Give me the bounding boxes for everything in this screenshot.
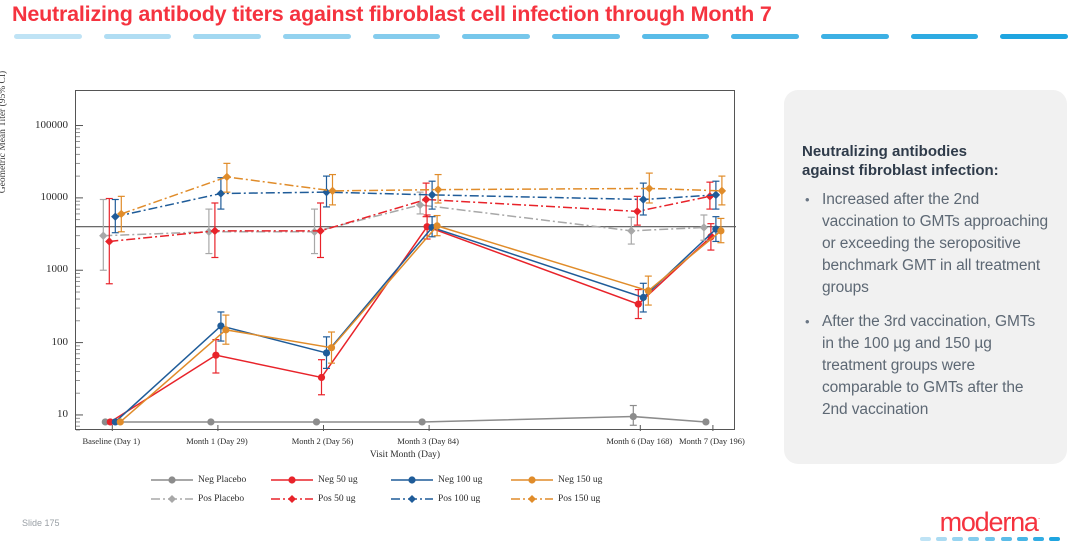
panel-heading-line-1: Neutralizing antibodies <box>802 143 968 160</box>
legend-item-pos-150-ug[interactable]: Pos 150 ug <box>510 493 630 505</box>
panel-bullet-list: • Increased after the 2nd vaccination to … <box>802 189 1049 421</box>
series-pos-150-ug <box>117 162 727 233</box>
bullet-marker: • <box>805 314 810 329</box>
legend-swatch <box>150 474 194 486</box>
page-title: Neutralizing antibody titers against fib… <box>12 2 772 26</box>
title-dash <box>910 34 979 39</box>
panel-bullet: • Increased after the 2nd vaccination to … <box>802 189 1049 299</box>
panel-bullet-text: After the 3rd vaccination, GMTs in the 1… <box>822 313 1036 418</box>
legend-item-neg-50-ug[interactable]: Neg 50 ug <box>270 474 390 486</box>
title-dash <box>193 34 261 39</box>
title-dash <box>641 34 710 39</box>
plot-frame <box>75 90 736 431</box>
legend-swatch <box>510 493 554 505</box>
slide-number: Slide 175 <box>22 518 60 528</box>
y-tick-label: 1000 <box>46 263 68 276</box>
series-pos-placebo <box>99 191 709 271</box>
legend-swatch <box>270 474 314 486</box>
series-pos-50-ug <box>105 181 715 285</box>
chart-container: Geometric Mean Titer (95% CI) 100000 1000… <box>0 71 775 522</box>
x-tick-label: Month 7 (Day 196) <box>678 436 745 446</box>
series-pos-100-ug <box>111 175 721 234</box>
legend-label: Neg Placebo <box>198 474 247 485</box>
legend-swatch <box>510 474 554 486</box>
logo-dash <box>968 537 980 541</box>
legend-item-pos-100-ug[interactable]: Pos 100 ug <box>390 493 510 505</box>
summary-panel: Neutralizing antibodies against fibrobla… <box>784 90 1067 464</box>
y-tick-label: 10 <box>57 407 68 420</box>
logo-dash <box>920 537 931 541</box>
legend-item-neg-placebo[interactable]: Neg Placebo <box>150 474 270 486</box>
series-neg-150-ug <box>116 214 725 426</box>
title-dash <box>820 34 889 39</box>
legend-swatch <box>150 493 194 505</box>
title-dash <box>282 34 351 39</box>
y-axis-tick-labels: 100000 10000 1000 100 10 <box>0 82 68 442</box>
legend-item-neg-150-ug[interactable]: Neg 150 ug <box>510 474 630 486</box>
legend-swatch <box>270 493 314 505</box>
logo-dash <box>936 537 948 541</box>
panel-heading: Neutralizing antibodies against fibrobla… <box>802 142 1049 180</box>
bullet-marker: • <box>805 192 810 207</box>
plot-svg <box>76 125 736 431</box>
title-dash <box>14 34 82 39</box>
logo-dash <box>984 537 996 541</box>
x-axis-tick-labels: Baseline (Day 1) Month 1 (Day 29) Month 2 … <box>0 436 775 454</box>
legend-label: Neg 50 ug <box>318 474 358 485</box>
legend-item-pos-placebo[interactable]: Pos Placebo <box>150 493 270 505</box>
x-axis-title: Visit Month (Day) <box>369 450 441 460</box>
title-dash <box>1000 34 1068 39</box>
y-tick-label: 100 <box>51 335 69 348</box>
title-dash <box>372 34 441 39</box>
logo-divider-dashes <box>920 537 1060 541</box>
legend-row: Neg Placebo Neg 50 ug Neg 100 ug Neg 150 ug <box>150 470 630 489</box>
logo-dash <box>1000 537 1012 541</box>
panel-bullet-text: Increased after the 2nd vaccination to G… <box>822 191 1049 296</box>
legend-row: Pos Placebo Pos 50 ug Pos 100 ug Pos 150 ug <box>150 489 630 508</box>
x-tick-label: Month 3 (Day 84) <box>397 436 459 446</box>
legend-item-neg-100-ug[interactable]: Neg 100 ug <box>390 474 510 486</box>
legend-swatch <box>390 493 434 505</box>
title-dash <box>462 34 530 39</box>
series-neg-50-ug <box>106 214 715 426</box>
title-dash <box>731 34 799 39</box>
logo-word-text: moderna <box>939 507 1039 537</box>
moderna-logo: moderna· <box>920 505 1060 541</box>
legend-label: Neg 150 ug <box>558 474 603 485</box>
logo-dash <box>1032 537 1044 541</box>
legend-swatch <box>390 474 434 486</box>
x-tick-label: Month 2 (Day 56) <box>291 436 354 446</box>
series-neg-placebo <box>101 404 710 426</box>
x-tick-label: Month 6 (Day 168) <box>606 436 673 446</box>
legend-label: Pos 100 ug <box>438 493 481 504</box>
y-tick-label: 100000 <box>35 118 68 131</box>
legend-label: Pos Placebo <box>198 493 245 504</box>
legend-label: Pos 150 ug <box>558 493 601 504</box>
x-tick-label: Baseline (Day 1) <box>82 436 141 446</box>
title-dash <box>103 34 172 39</box>
y-tick-label: 10000 <box>40 190 69 203</box>
legend-label: Neg 100 ug <box>438 474 483 485</box>
legend-label: Pos 50 ug <box>318 493 356 504</box>
logo-dash <box>1049 537 1060 541</box>
panel-bullet: • After the 3rd vaccination, GMTs in the … <box>802 311 1049 421</box>
legend-item-pos-50-ug[interactable]: Pos 50 ug <box>270 493 390 505</box>
title-dash <box>551 34 620 39</box>
logo-dash <box>1016 537 1028 541</box>
title-divider-dashes <box>14 33 1068 40</box>
x-tick-label: Month 1 (Day 29) <box>186 436 248 446</box>
logo-wordmark: moderna· <box>940 505 1041 536</box>
logo-trademark: · <box>1037 514 1041 523</box>
logo-dash <box>952 537 964 541</box>
chart-legend: Neg Placebo Neg 50 ug Neg 100 ug Neg 150 ug… <box>150 470 630 508</box>
series-neg-100-ug <box>111 216 720 426</box>
panel-heading-line-2: against fibroblast infection: <box>802 162 999 179</box>
